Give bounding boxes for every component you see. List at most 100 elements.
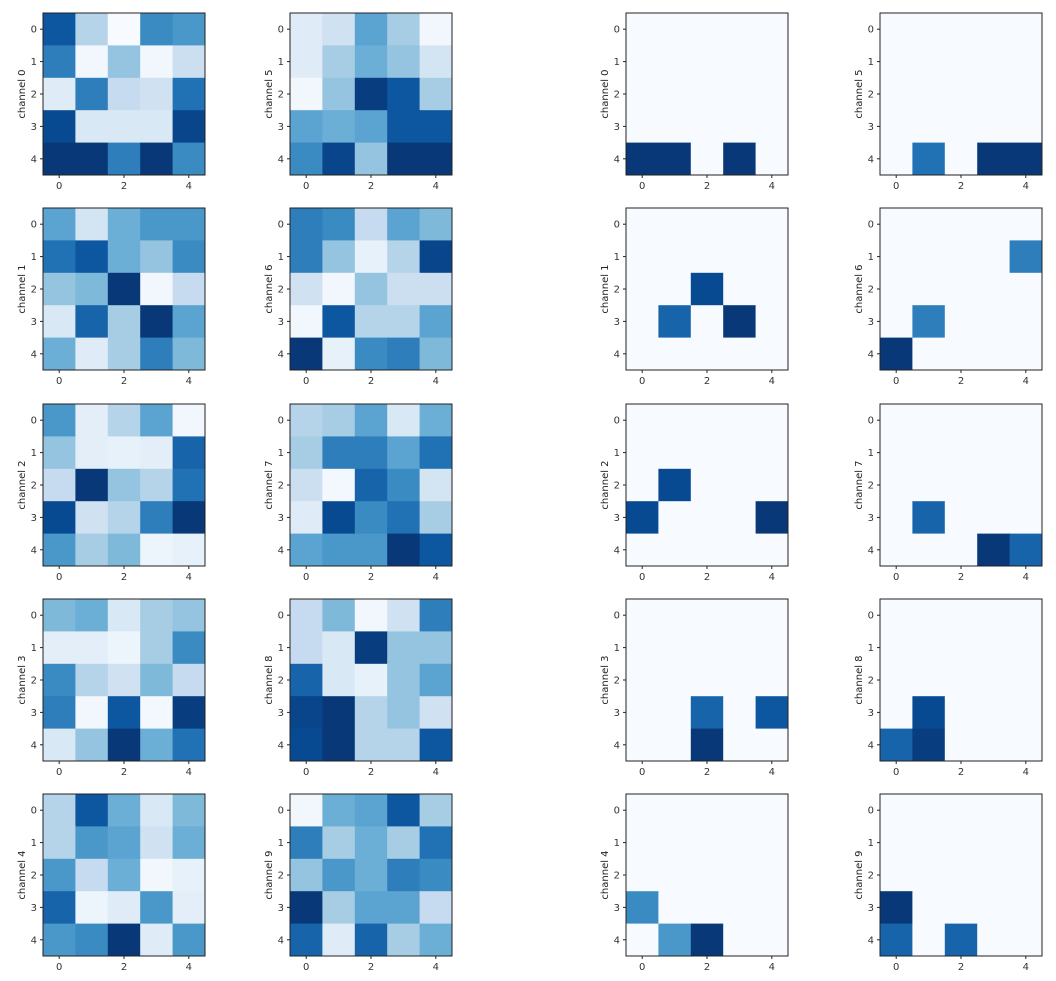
heatmap-cell [290,13,323,46]
heatmap-cell [172,891,206,925]
heatmap-cell [977,142,1011,176]
heatmap-cell [290,45,323,79]
heatmap-cell [354,631,388,665]
heatmap-cell [755,631,789,665]
x-tick-label: 0 [639,962,645,973]
heatmap-cell [1009,110,1043,144]
heatmap-cell [354,826,388,860]
heatmap-cell [977,13,1011,46]
y-axis-label: channel 7 [854,460,865,509]
heatmap-cell [912,794,946,827]
heatmap-cell [387,663,421,697]
heatmap-cell [658,272,692,306]
heatmap-cell [977,272,1011,306]
heatmap-cell [723,45,757,79]
heatmap-cell [387,826,421,860]
heatmap-cell [322,436,356,470]
heatmap-cell [690,533,724,567]
y-tick-label: 0 [868,25,874,36]
y-tick-label: 0 [278,416,284,427]
y-tick-label: 1 [614,838,620,849]
heatmap-cell [75,533,109,567]
heatmap-cell [75,631,109,665]
heatmap-cell [723,599,757,632]
x-tick-label: 2 [704,572,710,583]
heatmap-cell [140,77,174,111]
heatmap-cell [172,404,206,437]
heatmap-cell [1009,858,1043,892]
x-tick-label: 2 [368,767,374,778]
x-tick-label: 2 [121,767,127,778]
heatmap-cell [690,110,724,144]
heatmap-cell [322,142,356,176]
heatmap-cell [626,728,659,762]
heatmap-cell [626,663,659,697]
heatmap-cell [912,208,946,241]
heatmap-cell [944,110,978,144]
heatmap-cell [140,272,174,306]
heatmap-cell [626,436,659,470]
heatmap-cell [658,142,692,176]
heatmap-cell [690,77,724,111]
heatmap-cell [290,110,323,144]
x-tick-label: 0 [56,376,62,387]
heatmap-cell [140,826,174,860]
heatmap-cell [290,404,323,437]
heatmap-cell [387,240,421,274]
heatmap-cell [723,272,757,306]
heatmap-cell [140,404,174,437]
x-tick-label: 4 [433,181,439,192]
heatmap-cell [172,631,206,665]
y-axis-label: channel 1 [600,264,611,313]
y-tick-label: 1 [868,643,874,654]
heatmap-cell [107,599,141,632]
x-tick-label: 4 [769,962,775,973]
heatmap-cell [880,208,913,241]
heatmap-cell [658,891,692,925]
heatmap-panel: 0 1 2 3 4 0 2 4 channel 6 [264,207,453,387]
y-tick-label: 0 [278,806,284,817]
y-tick-label: 2 [31,481,37,492]
y-tick-label: 0 [31,611,37,622]
heatmap-cell [626,272,659,306]
y-tick-label: 3 [31,708,37,719]
heatmap-cell [419,663,453,697]
heatmap-cell [723,77,757,111]
heatmap-cell [75,305,109,339]
heatmap-panel: 0 1 2 3 4 0 2 4 channel 5 [854,12,1043,192]
heatmap-cell [75,436,109,470]
heatmap-cell [172,794,206,827]
heatmap-cell [43,858,76,892]
x-tick-label: 2 [368,572,374,583]
heatmap-cell [290,728,323,762]
heatmap-cell [354,501,388,535]
y-tick-label: 4 [278,154,284,165]
heatmap-cell [387,208,421,241]
heatmap-cell [658,923,692,957]
y-tick-label: 1 [31,643,37,654]
heatmap-cell [419,599,453,632]
heatmap-cell [944,501,978,535]
heatmap-cell [290,501,323,535]
heatmap-cell [912,533,946,567]
y-tick-label: 0 [31,416,37,427]
heatmap-cell [912,240,946,274]
heatmap-cell [290,77,323,111]
heatmap-cell [658,728,692,762]
heatmap-cell [755,891,789,925]
heatmap-cell [43,663,76,697]
y-tick-label: 3 [614,317,620,328]
y-tick-label: 3 [614,513,620,524]
heatmap-cell [690,858,724,892]
heatmap-cell [419,45,453,79]
heatmap-cell [690,728,724,762]
heatmap-cell [172,826,206,860]
y-axis-label: channel 5 [854,69,865,118]
heatmap-cell [107,77,141,111]
heatmap-cell [1009,826,1043,860]
heatmap-cell [354,858,388,892]
x-tick-label: 0 [56,962,62,973]
heatmap-cell [977,533,1011,567]
heatmap-cell [912,631,946,665]
heatmap-panel: 0 1 2 3 4 0 2 4 channel 9 [854,793,1043,973]
